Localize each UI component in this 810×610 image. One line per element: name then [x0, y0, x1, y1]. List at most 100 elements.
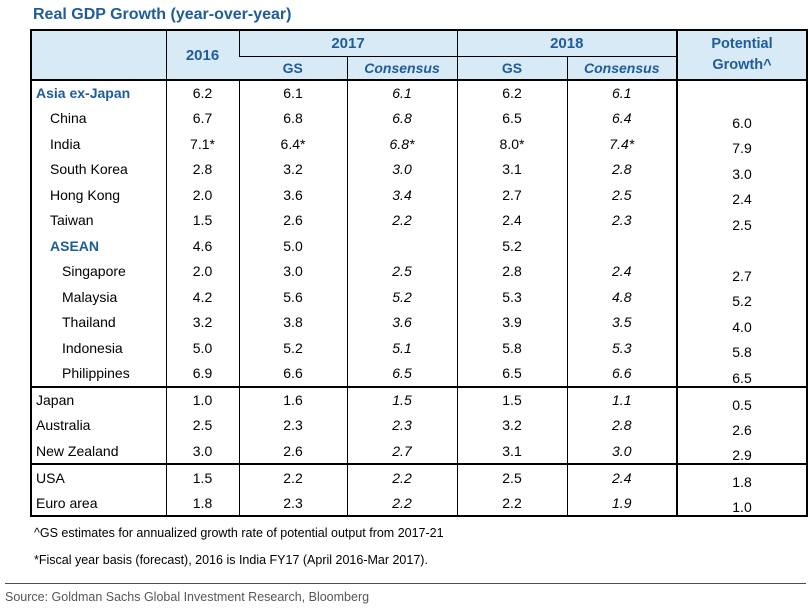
table-cell: 5.3 — [456, 284, 567, 310]
table-cell: 3.1 — [456, 156, 567, 182]
table-cell: 2.2 — [456, 490, 567, 516]
table-cell: 6.5 — [456, 360, 567, 387]
table-cell: 6.4 — [566, 105, 677, 131]
table-cell: 2.5 — [165, 412, 239, 438]
table-row-asean: ASEAN 4.6 5.0 5.2 — [31, 233, 807, 259]
table-cell: 5.2 — [456, 233, 567, 259]
table-row-thailand: Thailand 3.2 3.8 3.6 3.9 3.5 4.0 — [31, 309, 807, 335]
table-cell: 2.5 — [346, 258, 457, 284]
page: Real GDP Growth (year-over-year) 2016 20… — [0, 6, 810, 610]
table-cell: 1.0 — [165, 385, 239, 413]
table-cell: 5.0 — [238, 233, 347, 259]
table-cell: 6.5 — [676, 360, 807, 387]
table-row-japan: Japan 1.0 1.6 1.5 1.5 1.1 0.5 — [31, 385, 807, 413]
table-cell: 6.1 — [346, 80, 457, 106]
table-cell: 6.9 — [165, 360, 239, 387]
table-cell: 2.7 — [346, 438, 457, 464]
table-cell — [346, 233, 457, 259]
table-cell: 1.1 — [566, 385, 677, 413]
table-cell: 2.4 — [456, 207, 567, 233]
header-gs-2018: GS — [456, 56, 567, 80]
table-cell: 0.5 — [676, 385, 807, 413]
header-potential-line2: Growth^ — [712, 57, 772, 73]
row-label: ASEAN — [50, 237, 100, 254]
row-label: Australia — [36, 417, 91, 434]
table-cell: 1.8 — [676, 463, 807, 490]
table-cell: 2.8 — [566, 156, 677, 182]
header-row-sources: GS Consensus GS Consensus — [31, 56, 807, 80]
table-cell: 2.6 — [676, 412, 807, 438]
table-cell: 2.3 — [346, 412, 457, 438]
table-cell: 2.8 — [456, 258, 567, 284]
table-cell: 7.4* — [566, 131, 677, 157]
table-cell: 5.2 — [238, 335, 347, 361]
table-cell: 2.5 — [566, 182, 677, 208]
table-cell: 2.2 — [346, 463, 457, 490]
table-cell: 3.9 — [456, 309, 567, 335]
table-cell: 7.1* — [165, 131, 239, 157]
table-row-hong-kong: Hong Kong 2.0 3.6 3.4 2.7 2.5 2.4 — [31, 182, 807, 208]
table-cell: 2.8 — [165, 156, 239, 182]
table-cell: 2.4 — [676, 182, 807, 208]
table-row-south-korea: South Korea 2.8 3.2 3.0 3.1 2.8 3.0 — [31, 156, 807, 182]
table-cell: 5.3 — [566, 335, 677, 361]
table-cell: 3.4 — [346, 182, 457, 208]
table-cell: 8.0* — [456, 131, 567, 157]
table-cell: 2.2 — [238, 463, 347, 490]
table-cell: 6.7 — [165, 105, 239, 131]
row-label: Euro area — [36, 494, 98, 511]
table-cell: 6.4* — [238, 131, 347, 157]
table-cell: 1.5 — [346, 385, 457, 413]
table-cell: 3.6 — [238, 182, 347, 208]
table-cell: 6.2 — [456, 80, 567, 106]
table-cell: 3.5 — [566, 309, 677, 335]
table-cell: 1.5 — [456, 385, 567, 413]
table-cell: 2.4 — [566, 258, 677, 284]
footnote-potential-growth: ^GS estimates for annualized growth rate… — [34, 526, 444, 540]
header-2017: 2017 — [238, 30, 457, 57]
table-row-asia-ex-japan: Asia ex-Japan 6.2 6.1 6.1 6.2 6.1 — [31, 80, 807, 106]
header-consensus-2018: Consensus — [566, 56, 677, 80]
table-cell: 2.7 — [676, 258, 807, 284]
table-cell: 3.1 — [456, 438, 567, 464]
table-row-philippines: Philippines 6.9 6.6 6.5 6.5 6.6 6.5 — [31, 360, 807, 387]
row-label: Thailand — [62, 314, 116, 331]
table-cell: 6.5 — [456, 105, 567, 131]
table-cell: 4.6 — [165, 233, 239, 259]
table-cell: 1.5 — [165, 207, 239, 233]
table-cell — [566, 233, 677, 259]
table-row-australia: Australia 2.5 2.3 2.3 3.2 2.8 2.6 — [31, 412, 807, 438]
header-gs-2017: GS — [239, 56, 347, 80]
table-cell: 3.0 — [165, 438, 239, 464]
table-cell: 1.8 — [165, 490, 239, 516]
gdp-growth-table: 2016 2017 2018 Potential Growth^ GS Cons… — [30, 29, 808, 517]
header-2018: 2018 — [456, 30, 677, 57]
table-cell — [676, 80, 807, 106]
table-row-china: China 6.7 6.8 6.8 6.5 6.4 6.0 — [31, 105, 807, 131]
page-title: Real GDP Growth (year-over-year) — [33, 6, 292, 23]
table-cell: 3.0 — [566, 438, 677, 464]
table-row-singapore: Singapore 2.0 3.0 2.5 2.8 2.4 2.7 — [31, 258, 807, 284]
table-cell: 6.6 — [238, 360, 347, 387]
table-cell: 3.6 — [346, 309, 457, 335]
row-label: New Zealand — [36, 442, 119, 459]
header-consensus-2017: Consensus — [346, 56, 457, 80]
row-label: Indonesia — [62, 339, 123, 356]
table-cell: 5.0 — [165, 335, 239, 361]
table-cell: 4.0 — [676, 309, 807, 335]
table-cell: 6.1 — [238, 80, 347, 106]
row-label: Taiwan — [50, 212, 94, 229]
table-cell: 5.8 — [456, 335, 567, 361]
table-cell: 2.7 — [456, 182, 567, 208]
table-cell: 3.2 — [165, 309, 239, 335]
header-row-years: 2016 2017 2018 Potential Growth^ — [31, 30, 807, 80]
table-cell: 2.0 — [165, 258, 239, 284]
table-row-indonesia: Indonesia 5.0 5.2 5.1 5.8 5.3 5.8 — [31, 335, 807, 361]
row-label: Japan — [31, 385, 166, 413]
table-cell: 4.8 — [566, 284, 677, 310]
table-cell: 3.8 — [238, 309, 347, 335]
table-cell: 6.1 — [566, 80, 677, 106]
header-2016: 2016 — [165, 30, 239, 80]
table-row-usa: USA 1.5 2.2 2.2 2.5 2.4 1.8 — [31, 463, 807, 490]
row-label: USA — [31, 463, 166, 490]
